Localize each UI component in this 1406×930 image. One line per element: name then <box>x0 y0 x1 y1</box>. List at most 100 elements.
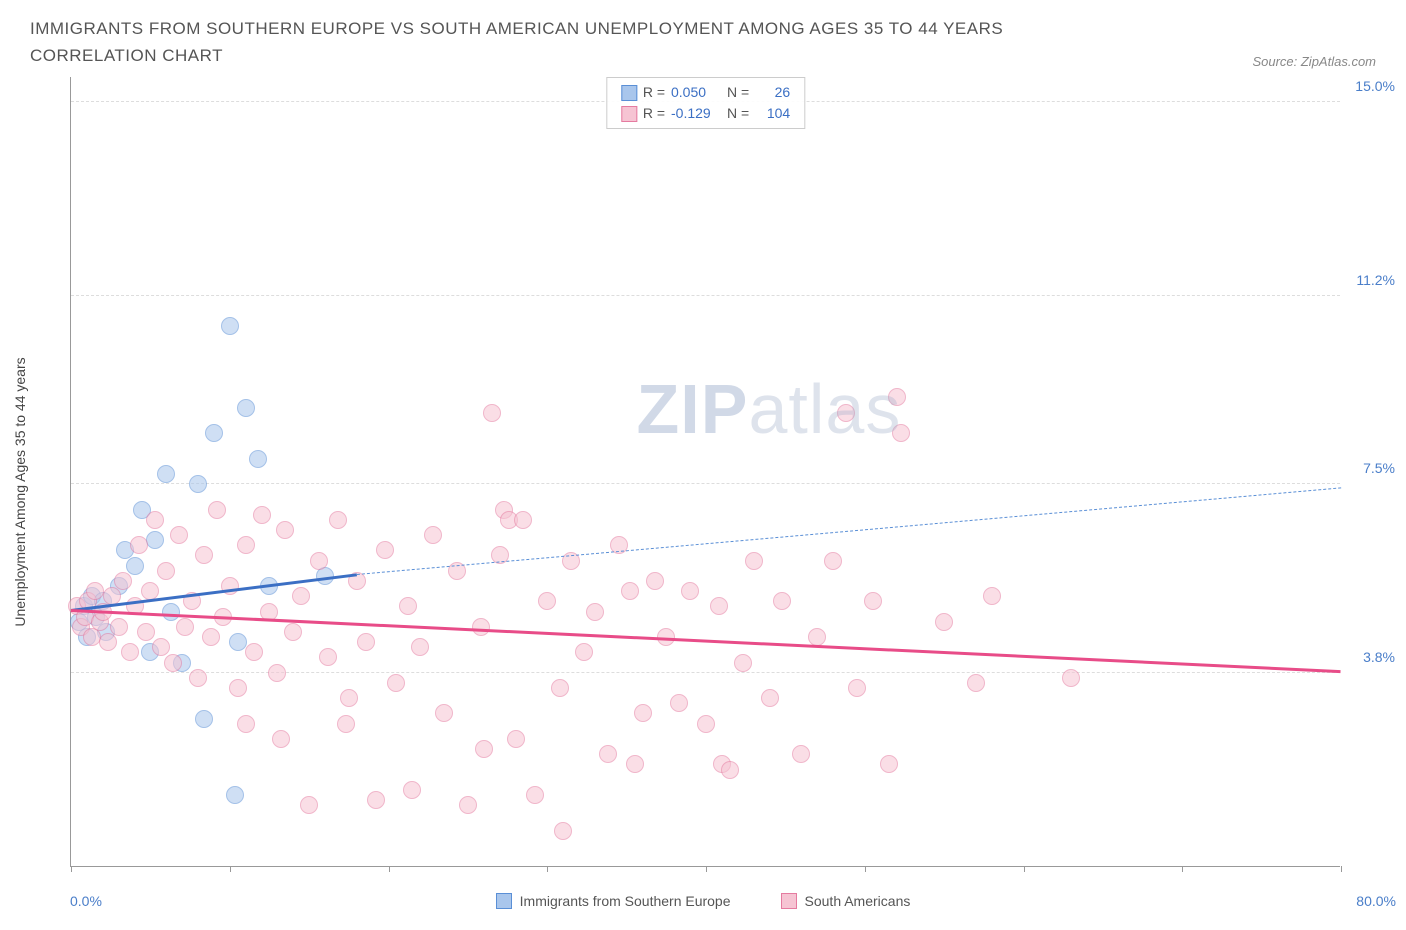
data-point <box>249 450 267 468</box>
data-point <box>272 730 290 748</box>
data-point <box>472 618 490 636</box>
data-point <box>121 643 139 661</box>
data-point <box>126 557 144 575</box>
plot-area: ZIPatlas R =0.050N =26R =-0.129N =104 3.… <box>70 77 1340 867</box>
legend-swatch <box>621 106 637 122</box>
data-point <box>888 388 906 406</box>
y-tick-label: 7.5% <box>1363 460 1395 476</box>
data-point <box>164 654 182 672</box>
data-point <box>526 786 544 804</box>
x-tick <box>71 866 72 872</box>
data-point <box>773 592 791 610</box>
series-legend: Immigrants from Southern Europe South Ame… <box>30 893 1376 909</box>
legend-swatch <box>496 893 512 909</box>
data-point <box>403 781 421 799</box>
data-point <box>761 689 779 707</box>
data-point <box>880 755 898 773</box>
data-point <box>551 679 569 697</box>
data-point <box>221 317 239 335</box>
data-point <box>300 796 318 814</box>
data-point <box>387 674 405 692</box>
data-point <box>399 597 417 615</box>
data-point <box>514 511 532 529</box>
y-tick-label: 15.0% <box>1355 78 1395 94</box>
data-point <box>646 572 664 590</box>
data-point <box>157 562 175 580</box>
r-label: R = <box>643 82 665 103</box>
n-label: N = <box>727 82 749 103</box>
data-point <box>792 745 810 763</box>
data-point <box>892 424 910 442</box>
data-point <box>226 786 244 804</box>
data-point <box>162 603 180 621</box>
data-point <box>114 572 132 590</box>
data-point <box>734 654 752 672</box>
data-point <box>237 399 255 417</box>
data-point <box>237 536 255 554</box>
data-point <box>292 587 310 605</box>
data-point <box>229 633 247 651</box>
r-label: R = <box>643 103 665 124</box>
gridline <box>71 672 1340 673</box>
data-point <box>176 618 194 636</box>
data-point <box>137 623 155 641</box>
data-point <box>634 704 652 722</box>
data-point <box>745 552 763 570</box>
data-point <box>411 638 429 656</box>
data-point <box>864 592 882 610</box>
data-point <box>253 506 271 524</box>
x-tick <box>389 866 390 872</box>
data-point <box>670 694 688 712</box>
n-value: 26 <box>755 82 790 103</box>
data-point <box>459 796 477 814</box>
data-point <box>189 669 207 687</box>
x-tick <box>865 866 866 872</box>
data-point <box>554 822 572 840</box>
r-value: -0.129 <box>671 103 721 124</box>
gridline <box>71 295 1340 296</box>
legend-row: R = 0.050 N = 26 <box>621 82 790 103</box>
data-point <box>626 755 644 773</box>
x-tick <box>706 866 707 872</box>
legend-swatch <box>781 893 797 909</box>
data-point <box>824 552 842 570</box>
r-value: 0.050 <box>671 82 721 103</box>
data-point <box>475 740 493 758</box>
data-point <box>599 745 617 763</box>
data-point <box>208 501 226 519</box>
x-tick <box>230 866 231 872</box>
data-point <box>507 730 525 748</box>
data-point <box>310 552 328 570</box>
data-point <box>935 613 953 631</box>
data-point <box>697 715 715 733</box>
data-point <box>146 511 164 529</box>
gridline <box>71 483 1340 484</box>
data-point <box>424 526 442 544</box>
y-axis-label: Unemployment Among Ages 35 to 44 years <box>12 358 28 627</box>
data-point <box>337 715 355 733</box>
data-point <box>848 679 866 697</box>
data-point <box>268 664 286 682</box>
data-point <box>621 582 639 600</box>
x-tick <box>1024 866 1025 872</box>
data-point <box>170 526 188 544</box>
data-point <box>157 465 175 483</box>
watermark: ZIPatlas <box>637 369 902 449</box>
data-point <box>99 633 117 651</box>
data-point <box>1062 669 1080 687</box>
correlation-legend: R = 0.050 N = 26 R = -0.129 N = 104 <box>606 77 805 129</box>
legend-item: South Americans <box>781 893 911 909</box>
n-label: N = <box>727 103 749 124</box>
chart-title: IMMIGRANTS FROM SOUTHERN EUROPE VS SOUTH… <box>30 15 1130 69</box>
y-tick-label: 11.2% <box>1356 272 1395 288</box>
n-value: 104 <box>755 103 790 124</box>
data-point <box>340 689 358 707</box>
data-point <box>146 531 164 549</box>
chart-container: Unemployment Among Ages 35 to 44 years Z… <box>30 77 1376 907</box>
data-point <box>205 424 223 442</box>
data-point <box>710 597 728 615</box>
data-point <box>284 623 302 641</box>
data-point <box>808 628 826 646</box>
data-point <box>276 521 294 539</box>
legend-item: Immigrants from Southern Europe <box>496 893 731 909</box>
